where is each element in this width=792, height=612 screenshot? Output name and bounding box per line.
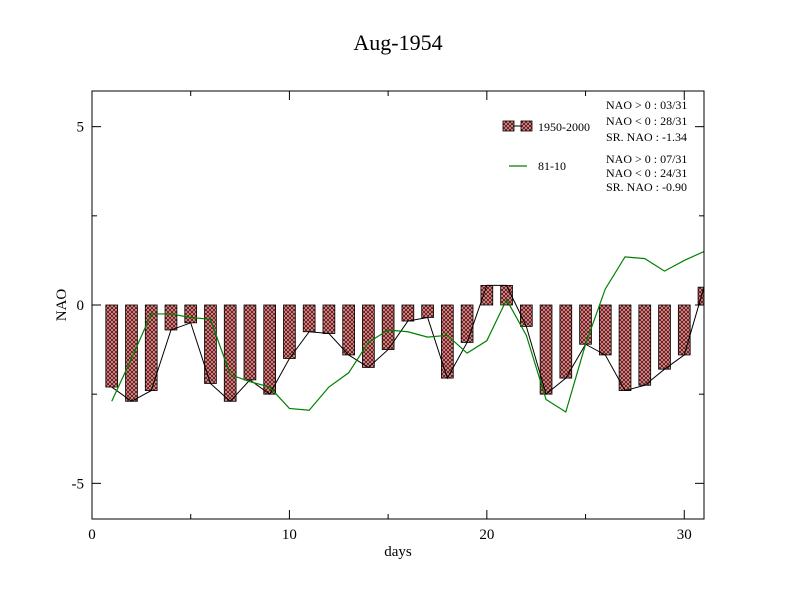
bar-day-24 — [559, 304, 573, 379]
bar-day-14 — [362, 304, 375, 368]
bar-day-12 — [322, 304, 336, 334]
bar-day-17 — [421, 304, 434, 318]
legend-label-bars: 1950-2000 — [538, 120, 590, 134]
bars-connector-line — [111, 284, 704, 403]
bar-day-29 — [658, 304, 671, 370]
x-tick-label: 0 — [88, 527, 96, 543]
x-tick-label: 10 — [282, 527, 297, 543]
stat-set1-positive: NAO > 0 : 03/31 — [606, 98, 687, 112]
stat-set2-sr: SR. NAO : -0.90 — [606, 180, 687, 194]
bar-day-11 — [302, 304, 316, 333]
bar-day-30 — [677, 304, 691, 356]
legend: 1950-2000 81-10 — [502, 120, 590, 173]
bar-day-21 — [500, 284, 513, 306]
bar-day-19 — [460, 304, 474, 343]
bar-day-27 — [618, 304, 632, 391]
bar-day-8 — [243, 304, 257, 381]
bar-day-26 — [598, 304, 612, 356]
y-tick-label: -5 — [72, 476, 85, 492]
x-tick-label: 20 — [479, 527, 494, 543]
bar-day-10 — [283, 304, 296, 359]
stat-set2-negative: NAO < 0 : 24/31 — [606, 166, 687, 180]
bar-day-7 — [223, 304, 237, 402]
bar-day-1 — [105, 304, 119, 388]
bar-day-25 — [579, 304, 592, 345]
legend-bar-swatch — [502, 120, 515, 132]
x-axis-label: days — [384, 544, 412, 560]
bar-day-22 — [520, 304, 533, 327]
legend-bar-swatch-right — [520, 120, 533, 132]
y-tick-label: 5 — [77, 120, 85, 136]
series-line-81-10 — [111, 250, 704, 413]
legend-label-line: 81-10 — [538, 159, 566, 173]
bar-day-20 — [480, 284, 494, 306]
bar-day-2 — [125, 304, 138, 402]
axes-layer: 0 10 20 30 5 0 -5 — [72, 91, 704, 543]
chart-title: Aug-1954 — [353, 30, 442, 55]
y-axis-label: NAO — [54, 289, 70, 322]
bar-day-16 — [401, 304, 415, 322]
bar-day-13 — [342, 304, 355, 356]
stat-set1-negative: NAO < 0 : 28/31 — [606, 114, 687, 128]
bar-day-5 — [184, 304, 198, 324]
bar-day-28 — [638, 304, 652, 386]
stat-set1-sr: SR. NAO : -1.34 — [606, 130, 687, 144]
stats-annotations: NAO > 0 : 03/31 NAO < 0 : 28/31 SR. NAO … — [606, 98, 687, 194]
x-tick-label: 30 — [677, 527, 692, 543]
lines-layer — [111, 250, 704, 413]
stat-set2-positive: NAO > 0 : 07/31 — [606, 152, 687, 166]
y-tick-label: 0 — [77, 298, 85, 314]
bar-day-18 — [441, 304, 454, 379]
bar-day-4 — [164, 304, 178, 331]
bar-day-9 — [263, 304, 277, 395]
